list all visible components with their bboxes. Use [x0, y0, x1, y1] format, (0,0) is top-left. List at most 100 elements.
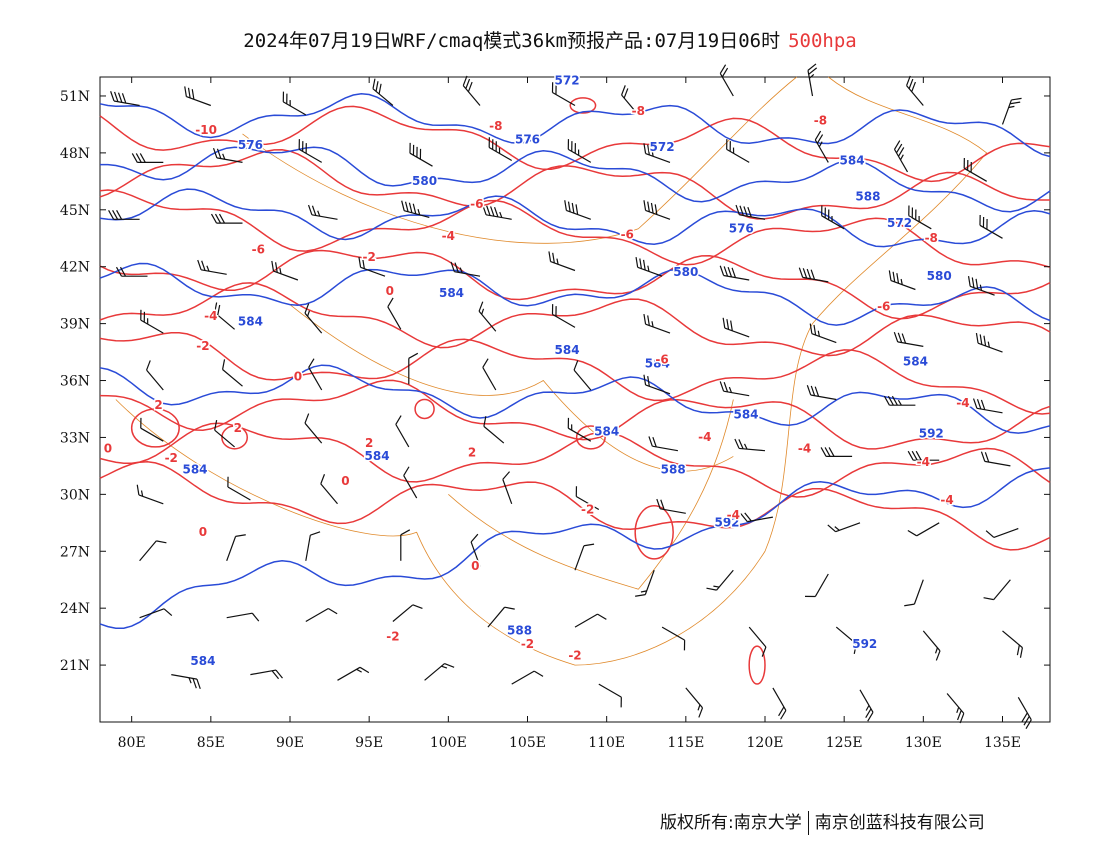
wind-barb	[573, 360, 592, 391]
temperature-label: -6	[470, 197, 483, 211]
wind-barb	[975, 332, 1003, 353]
wind-barb	[904, 579, 924, 607]
lat-label: 30N	[60, 487, 90, 503]
temperature-label: -2	[581, 502, 594, 516]
temperature-label: -4	[956, 396, 969, 410]
height-label: 592	[714, 516, 739, 530]
lon-label: 135E	[984, 735, 1021, 751]
wind-barb	[548, 251, 576, 272]
temperature-label: -2	[521, 637, 534, 651]
wind-barb	[719, 265, 750, 281]
province-border	[289, 304, 734, 472]
height-label: 576	[515, 132, 540, 146]
temperature-contour-line	[99, 189, 1051, 268]
height-contour-line	[99, 364, 1051, 434]
lon-label: 130E	[905, 735, 942, 751]
wind-barb	[635, 257, 663, 277]
height-label: 584	[645, 356, 670, 370]
wind-barb	[979, 214, 1003, 239]
temperature-label: -6	[621, 227, 634, 241]
temperature-label: -8	[814, 113, 827, 127]
lat-label: 48N	[60, 146, 90, 162]
wind-barb	[1001, 97, 1022, 125]
wind-barb	[814, 130, 829, 163]
height-contours	[99, 93, 1051, 629]
lon-label: 100E	[430, 735, 467, 751]
temperature-label: 0	[341, 474, 349, 488]
height-label: 588	[507, 624, 532, 638]
wind-barb	[893, 140, 909, 173]
wind-barb	[171, 674, 201, 690]
wind-barb	[809, 323, 837, 344]
lat-label: 42N	[60, 260, 90, 276]
copyright-footer: 版权所有:南京大学 南京创蓝科技有限公司	[660, 808, 985, 835]
wind-barb	[131, 153, 164, 163]
wind-barb	[482, 204, 512, 220]
wind-barb	[184, 86, 212, 107]
temperature-label: -2	[362, 250, 375, 264]
height-label: 584	[182, 462, 207, 476]
wind-barb	[967, 276, 995, 296]
wind-barb	[643, 200, 671, 220]
wind-barb	[772, 687, 787, 720]
wind-barb	[304, 303, 323, 334]
wind-barb	[575, 486, 600, 511]
temperature-contour-line	[99, 249, 1051, 320]
wind-barb	[298, 139, 323, 163]
height-label: 592	[919, 426, 944, 440]
height-label: 572	[650, 140, 675, 154]
wind-barb	[221, 359, 243, 387]
wind-barb	[424, 663, 455, 681]
temperature-label: -4	[798, 442, 811, 456]
wind-barb	[735, 204, 766, 220]
temperature-label: -8	[925, 231, 938, 245]
wind-barb	[226, 612, 260, 622]
axis-ticks: 80E 85E 90E 95E 100E 105E 110E 115E 120E 125E 130E…	[60, 77, 1050, 751]
height-contour-line	[99, 188, 1051, 248]
wind-barb	[226, 534, 246, 562]
wind-barb	[635, 569, 655, 597]
wind-barb	[108, 210, 140, 220]
wind-barb	[136, 484, 164, 505]
wind-barb	[734, 438, 766, 452]
temperature-contours	[99, 97, 1051, 685]
wind-barb	[567, 417, 592, 442]
footer-separator	[807, 811, 809, 835]
height-contour-line	[99, 467, 1051, 629]
wind-barb	[409, 142, 433, 167]
height-contour-line	[99, 93, 1051, 158]
temperature-label: 0	[294, 370, 302, 384]
wind-barb	[907, 522, 940, 537]
lat-label: 27N	[60, 544, 90, 560]
temperature-contour-line	[99, 422, 1051, 498]
temperature-cell	[414, 398, 435, 420]
wind-barb	[337, 666, 370, 681]
temperature-label: -6	[252, 242, 265, 256]
wind-barb	[574, 613, 607, 628]
wind-barb	[395, 415, 410, 448]
wind-barb	[387, 297, 402, 330]
wind-barb	[483, 416, 505, 444]
contour-labels: 572 576 576 572 584 580 588 572 576 580 580 584 584 5…	[102, 72, 971, 670]
lat-label: 33N	[60, 430, 90, 446]
height-label: 576	[729, 222, 754, 236]
wind-barb	[305, 531, 321, 561]
wind-barb	[1002, 630, 1024, 658]
height-label: 572	[555, 74, 580, 88]
temperature-label: -2	[568, 648, 581, 662]
temperature-label: -4	[940, 493, 953, 507]
wind-barb	[140, 417, 164, 442]
temperature-cell	[634, 504, 674, 560]
height-label: 580	[927, 269, 952, 283]
wind-barb	[883, 395, 916, 406]
height-label: 584	[439, 286, 464, 300]
wind-barb	[748, 626, 767, 657]
lon-label: 80E	[118, 735, 146, 751]
temperature-label: -10	[195, 123, 217, 137]
wind-barb	[282, 91, 307, 116]
height-label: 580	[673, 265, 698, 279]
wind-barb	[358, 257, 386, 277]
wind-barb	[478, 301, 497, 332]
temperature-cell	[221, 425, 248, 450]
